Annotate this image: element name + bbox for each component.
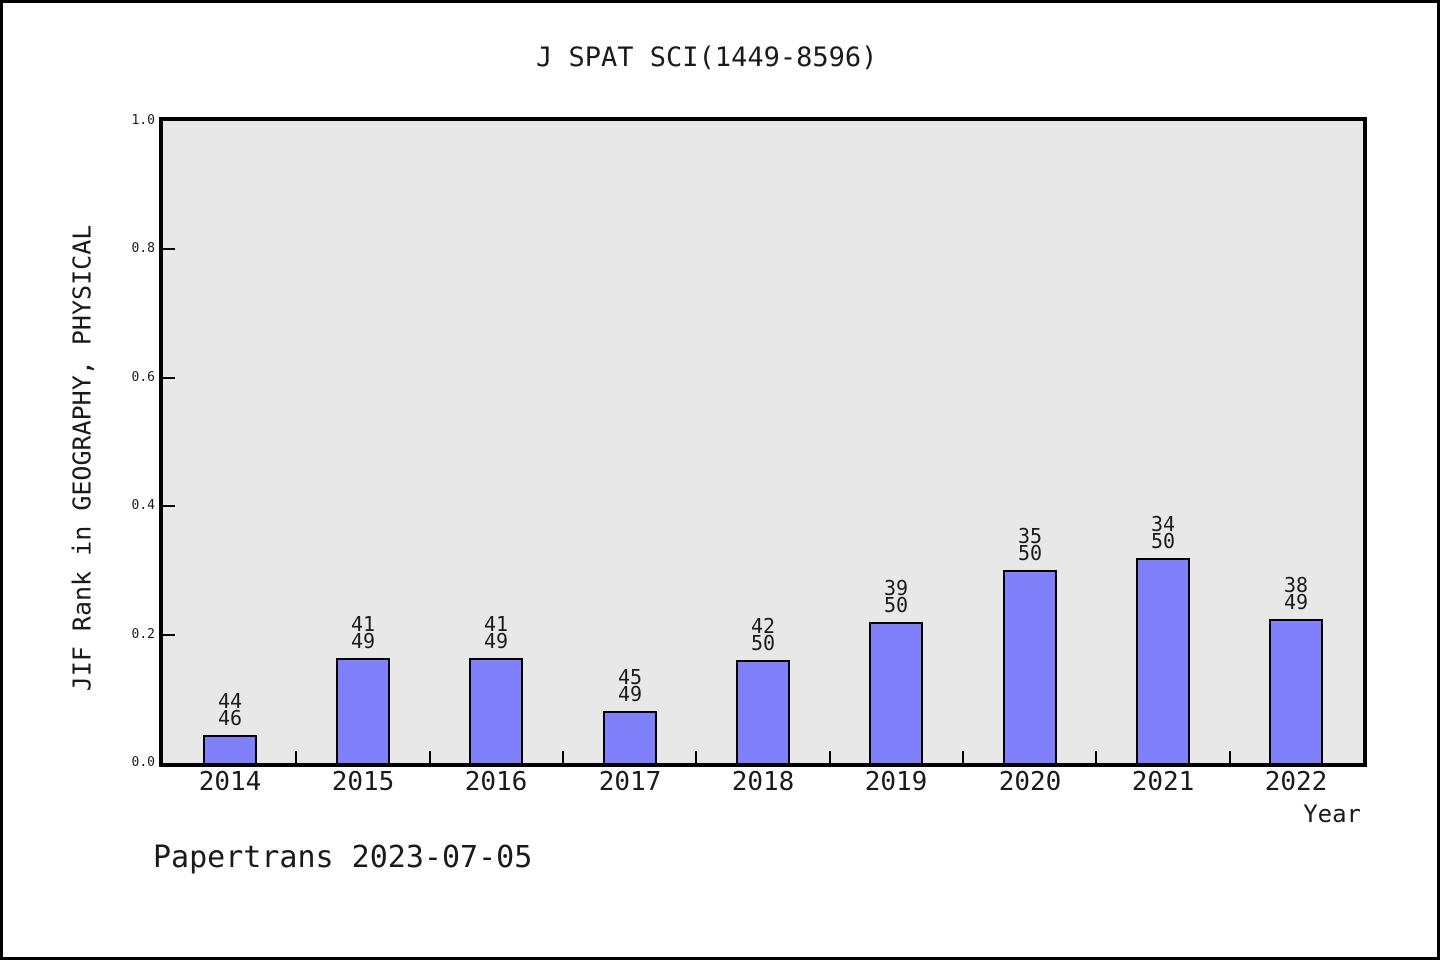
bar-value-label-2014: 44 46 <box>185 689 275 730</box>
x-axis-tick <box>695 751 697 763</box>
bar-total-value: 50 <box>1150 529 1176 553</box>
x-axis-tick <box>1229 751 1231 763</box>
x-axis-tick <box>1095 751 1097 763</box>
bar-total-value: 49 <box>1283 590 1309 614</box>
bar-2019 <box>869 622 923 763</box>
x-tick-label-2016: 2016 <box>464 767 528 797</box>
bar-2022 <box>1269 619 1323 763</box>
x-tick-label-2018: 2018 <box>731 767 795 797</box>
bar-2016 <box>469 658 523 763</box>
bar-value-label-2015: 41 49 <box>318 612 408 653</box>
bar-2021 <box>1136 558 1190 763</box>
bar-total-value: 49 <box>617 682 643 706</box>
bar-2014 <box>203 735 257 763</box>
x-axis-tick <box>429 751 431 763</box>
bar-value-label-2019: 39 50 <box>851 576 941 617</box>
y-axis-tick <box>163 634 175 636</box>
bar-2020 <box>1003 570 1057 763</box>
bar-value-label-2017: 45 49 <box>585 665 675 706</box>
bar-2018 <box>736 660 790 763</box>
bar-value-label-2020: 35 50 <box>985 524 1075 565</box>
y-tick-label-0.0: 0.0 <box>131 755 155 770</box>
x-axis-tick <box>829 751 831 763</box>
y-tick-label-0.2: 0.2 <box>131 627 155 642</box>
bar-rank-value: 34 <box>1150 512 1176 536</box>
bar-total-value: 50 <box>1017 541 1043 565</box>
y-tick-label-0.6: 0.6 <box>131 370 155 385</box>
bar-rank-value: 45 <box>617 665 643 689</box>
bar-rank-value: 44 <box>217 689 243 713</box>
bar-value-label-2016: 41 49 <box>451 612 541 653</box>
y-tick-label-0.8: 0.8 <box>131 241 155 256</box>
bar-value-label-2018: 42 50 <box>718 614 808 655</box>
bar-2017 <box>603 711 657 763</box>
y-axis-tick <box>163 377 175 379</box>
bar-rank-value: 41 <box>483 612 509 636</box>
bar-total-value: 50 <box>750 631 776 655</box>
x-axis-label: Year <box>1303 800 1361 828</box>
x-tick-label-2020: 2020 <box>998 767 1062 797</box>
bar-rank-value: 41 <box>350 612 376 636</box>
x-axis-tick <box>562 751 564 763</box>
bar-total-value: 50 <box>883 593 909 617</box>
x-tick-label-2017: 2017 <box>598 767 662 797</box>
bar-total-value: 49 <box>483 629 509 653</box>
x-tick-label-2021: 2021 <box>1131 767 1195 797</box>
y-tick-label-1.0: 1.0 <box>131 113 155 128</box>
bar-2015 <box>336 658 390 763</box>
bar-value-label-2021: 34 50 <box>1118 512 1208 553</box>
bar-rank-value: 42 <box>750 614 776 638</box>
plot-area: 44 46 41 49 41 49 45 49 42 50 39 50 35 50 34 50 38 49 <box>159 117 1367 767</box>
chart-title: J SPAT SCI(1449-8596) <box>536 42 878 73</box>
y-axis-tick <box>163 505 175 507</box>
x-tick-label-2019: 2019 <box>864 767 928 797</box>
y-axis-label: JIF Rank in GEOGRAPHY, PHYSICAL <box>67 224 97 692</box>
y-axis-tick <box>163 248 175 250</box>
footer-note: Papertrans 2023-07-05 <box>153 840 533 875</box>
x-tick-label-2015: 2015 <box>331 767 395 797</box>
bar-value-label-2022: 38 49 <box>1251 573 1341 614</box>
x-tick-label-2022: 2022 <box>1264 767 1328 797</box>
bar-rank-value: 35 <box>1017 524 1043 548</box>
x-tick-label-2014: 2014 <box>198 767 262 797</box>
bar-total-value: 49 <box>350 629 376 653</box>
x-axis-tick <box>962 751 964 763</box>
bar-rank-value: 39 <box>883 576 909 600</box>
bar-rank-value: 38 <box>1283 573 1309 597</box>
y-tick-label-0.4: 0.4 <box>131 498 155 513</box>
x-axis-tick <box>295 751 297 763</box>
bar-total-value: 46 <box>217 706 243 730</box>
